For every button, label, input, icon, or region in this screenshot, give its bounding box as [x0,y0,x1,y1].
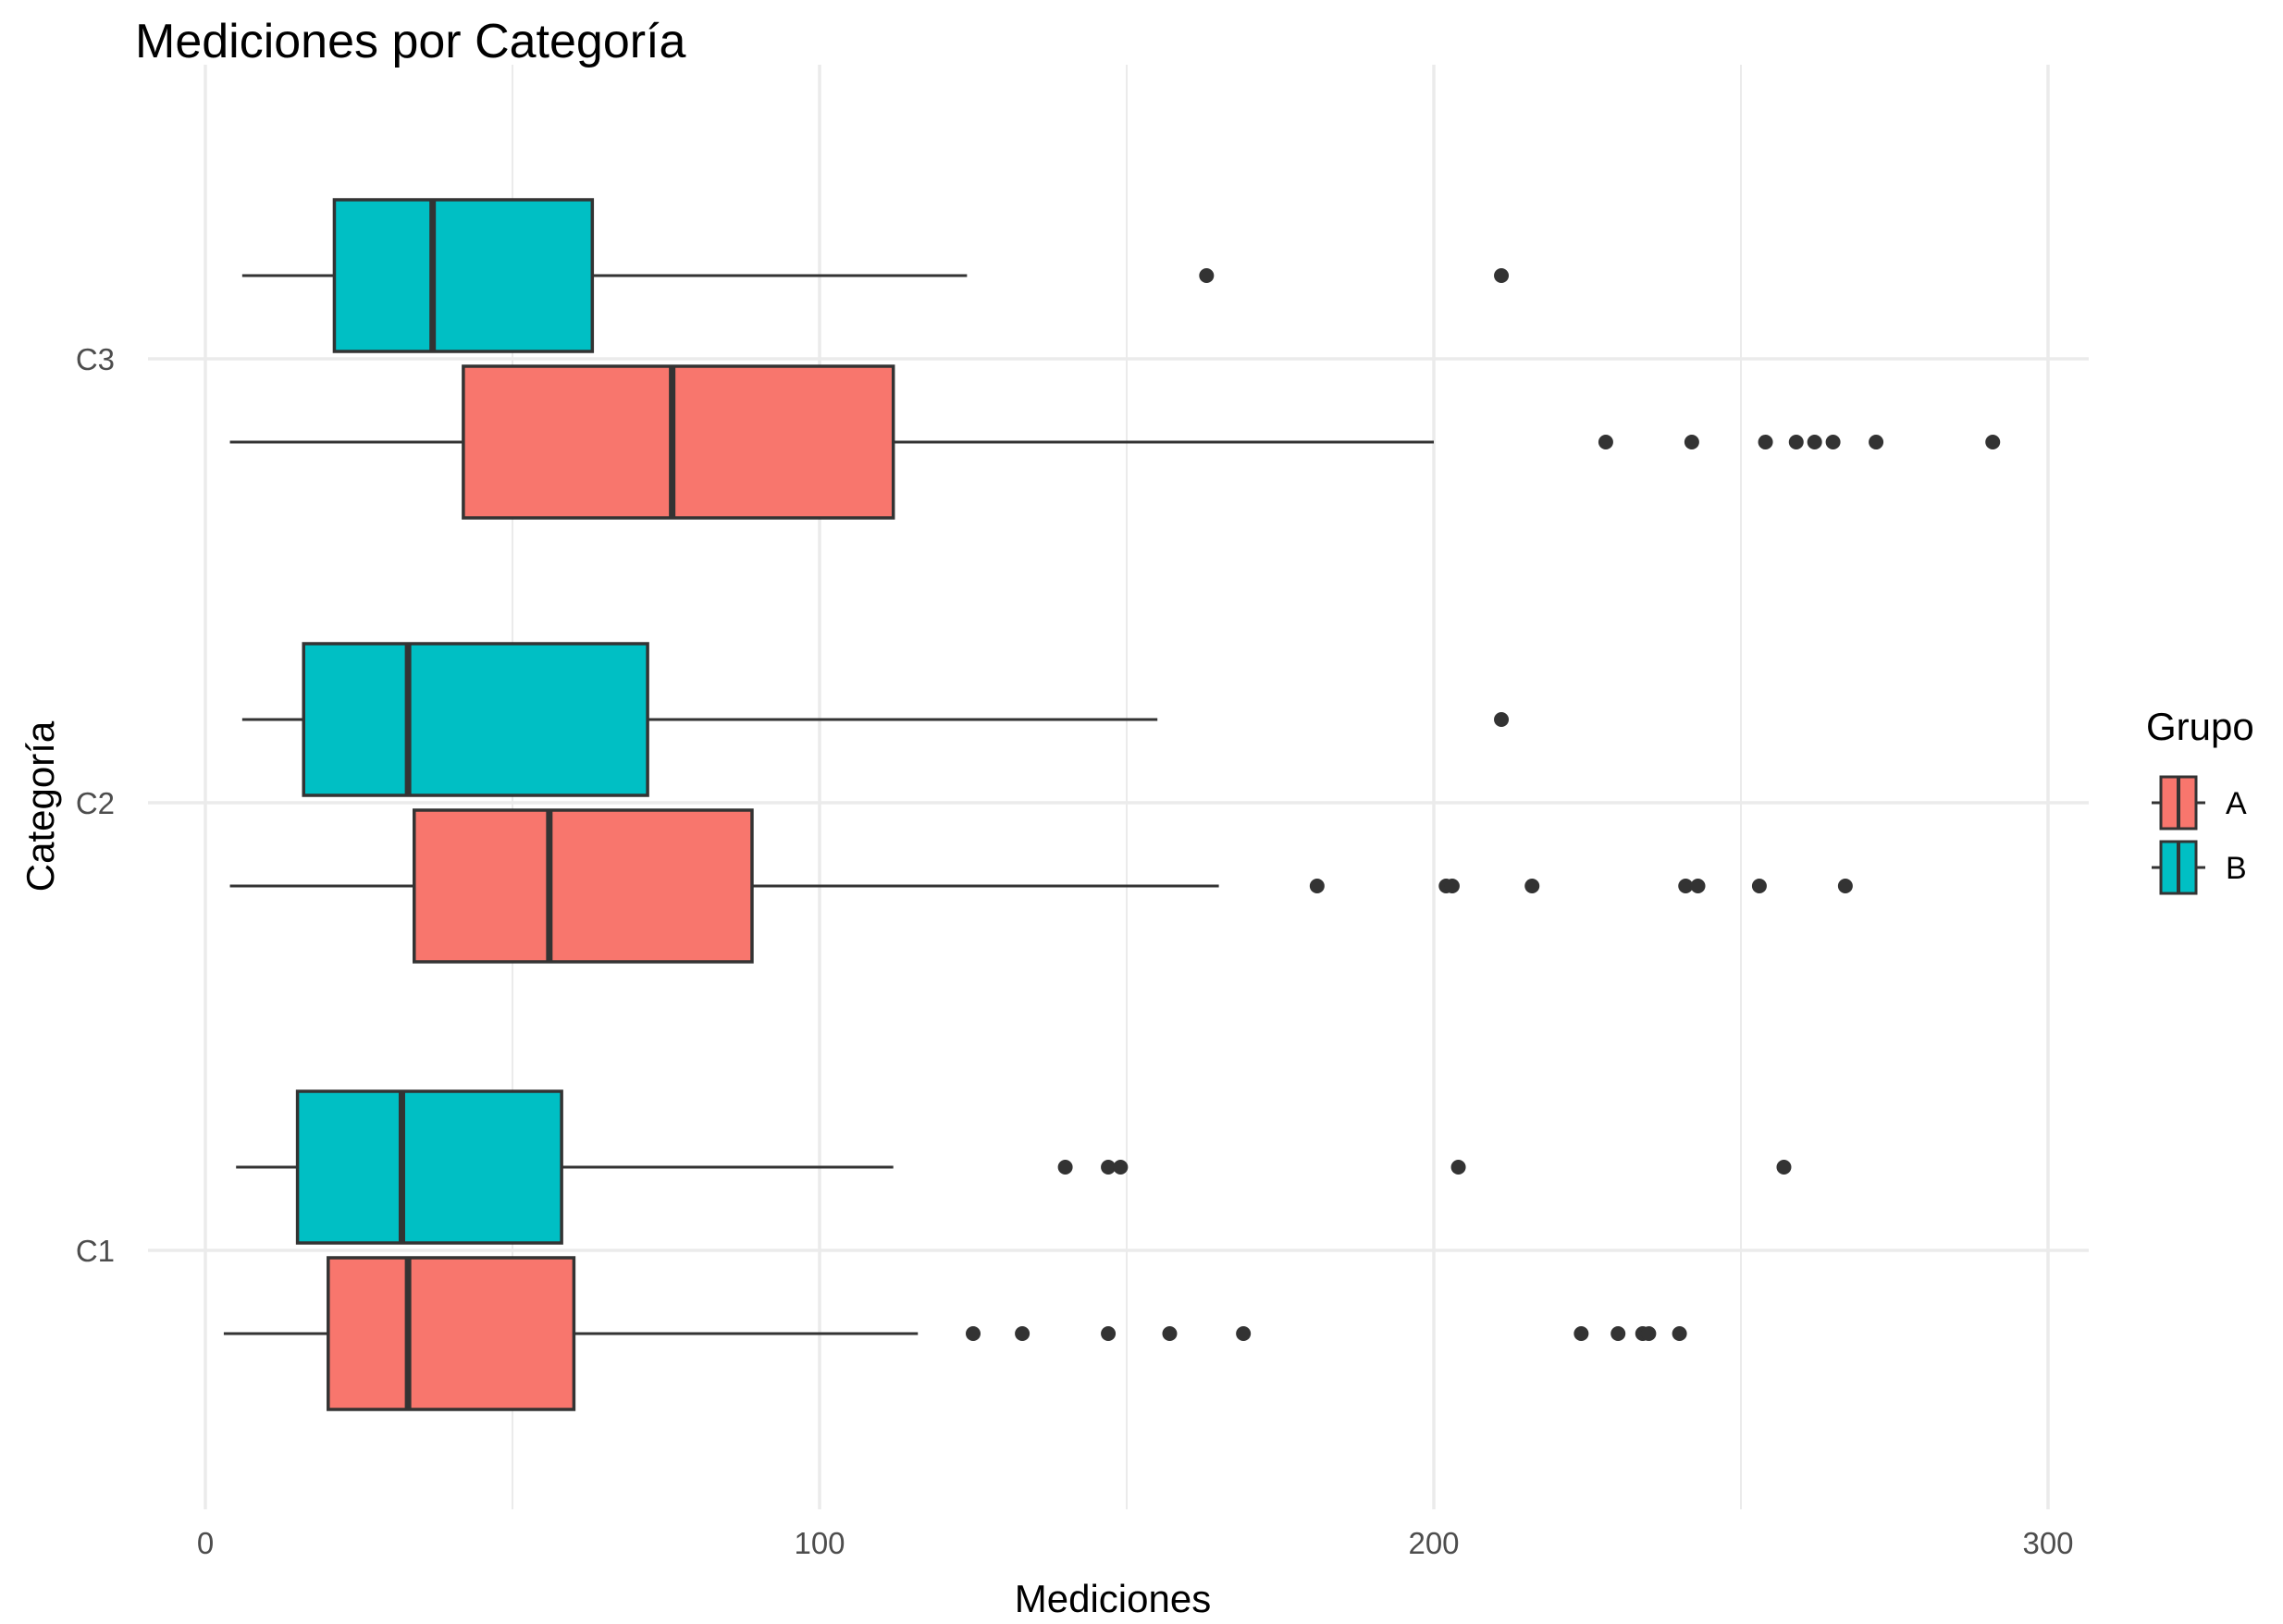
outlier-point [1985,435,2001,449]
box-iqr [302,642,649,797]
outlier-point [1101,1326,1117,1341]
outlier-point [1444,879,1460,893]
outlier-point [1837,879,1853,893]
outlier-point [1199,268,1215,283]
outlier-point [1751,879,1767,893]
legend-label: B [2226,851,2247,886]
x-axis-title: Mediciones [1015,1577,1211,1620]
box-c3-a [229,364,2001,520]
outlier-point [1690,879,1706,893]
boxes [223,198,2001,1411]
outlier-point [1101,1160,1117,1175]
box-c3-b [241,198,1510,353]
y-tick-label: C1 [76,1234,115,1268]
outlier-point [1573,1326,1589,1341]
outlier-point [1758,435,1773,449]
outlier-point [1788,435,1804,449]
axis-ticks: 0 100 200 300 C1 C2 C3 [76,342,2074,1560]
box-iqr [462,364,895,520]
y-tick-label: C2 [76,786,115,820]
outlier-point [1494,268,1510,283]
outlier-point [1494,712,1510,727]
box-c1-a [223,1256,1687,1411]
box-iqr [327,1256,576,1411]
outlier-point [1776,1160,1792,1175]
legend-label: A [2226,786,2247,821]
outlier-point [1869,435,1884,449]
outlier-point [1672,1326,1687,1341]
outlier-point [1524,879,1540,893]
outlier-point [1450,1160,1466,1175]
box-c2-a [229,808,1853,964]
x-tick-label: 200 [1408,1526,1459,1560]
grid [148,65,2089,1509]
x-tick-label: 0 [197,1526,214,1560]
legend: Grupo AB [2146,705,2254,895]
outlier-point [1236,1326,1252,1341]
outlier-point [1162,1326,1178,1341]
box-iqr [295,1089,563,1245]
x-tick-label: 100 [794,1526,845,1560]
chart-title: Mediciones por Categoría [135,15,686,68]
outlier-point [1598,435,1613,449]
y-axis-title: Categoría [19,720,62,892]
outlier-point [1641,1326,1657,1341]
legend-item-a: A [2152,775,2247,830]
box-iqr [413,808,754,964]
outlier-point [1015,1326,1030,1341]
outlier-point [1057,1160,1073,1175]
legend-item-b: B [2152,840,2247,895]
outlier-point [1610,1326,1626,1341]
box-c2-b [241,642,1510,797]
legend-title: Grupo [2146,705,2254,748]
box-c1-b [236,1089,1792,1245]
outlier-point [1113,1160,1129,1175]
outlier-point [1825,435,1841,449]
x-tick-label: 300 [2022,1526,2073,1560]
outlier-point [1684,435,1699,449]
y-tick-label: C3 [76,342,115,376]
outlier-point [1678,879,1694,893]
outlier-point [1309,879,1325,893]
outlier-point [1807,435,1822,449]
box-iqr [332,198,595,353]
outlier-point [966,1326,981,1341]
